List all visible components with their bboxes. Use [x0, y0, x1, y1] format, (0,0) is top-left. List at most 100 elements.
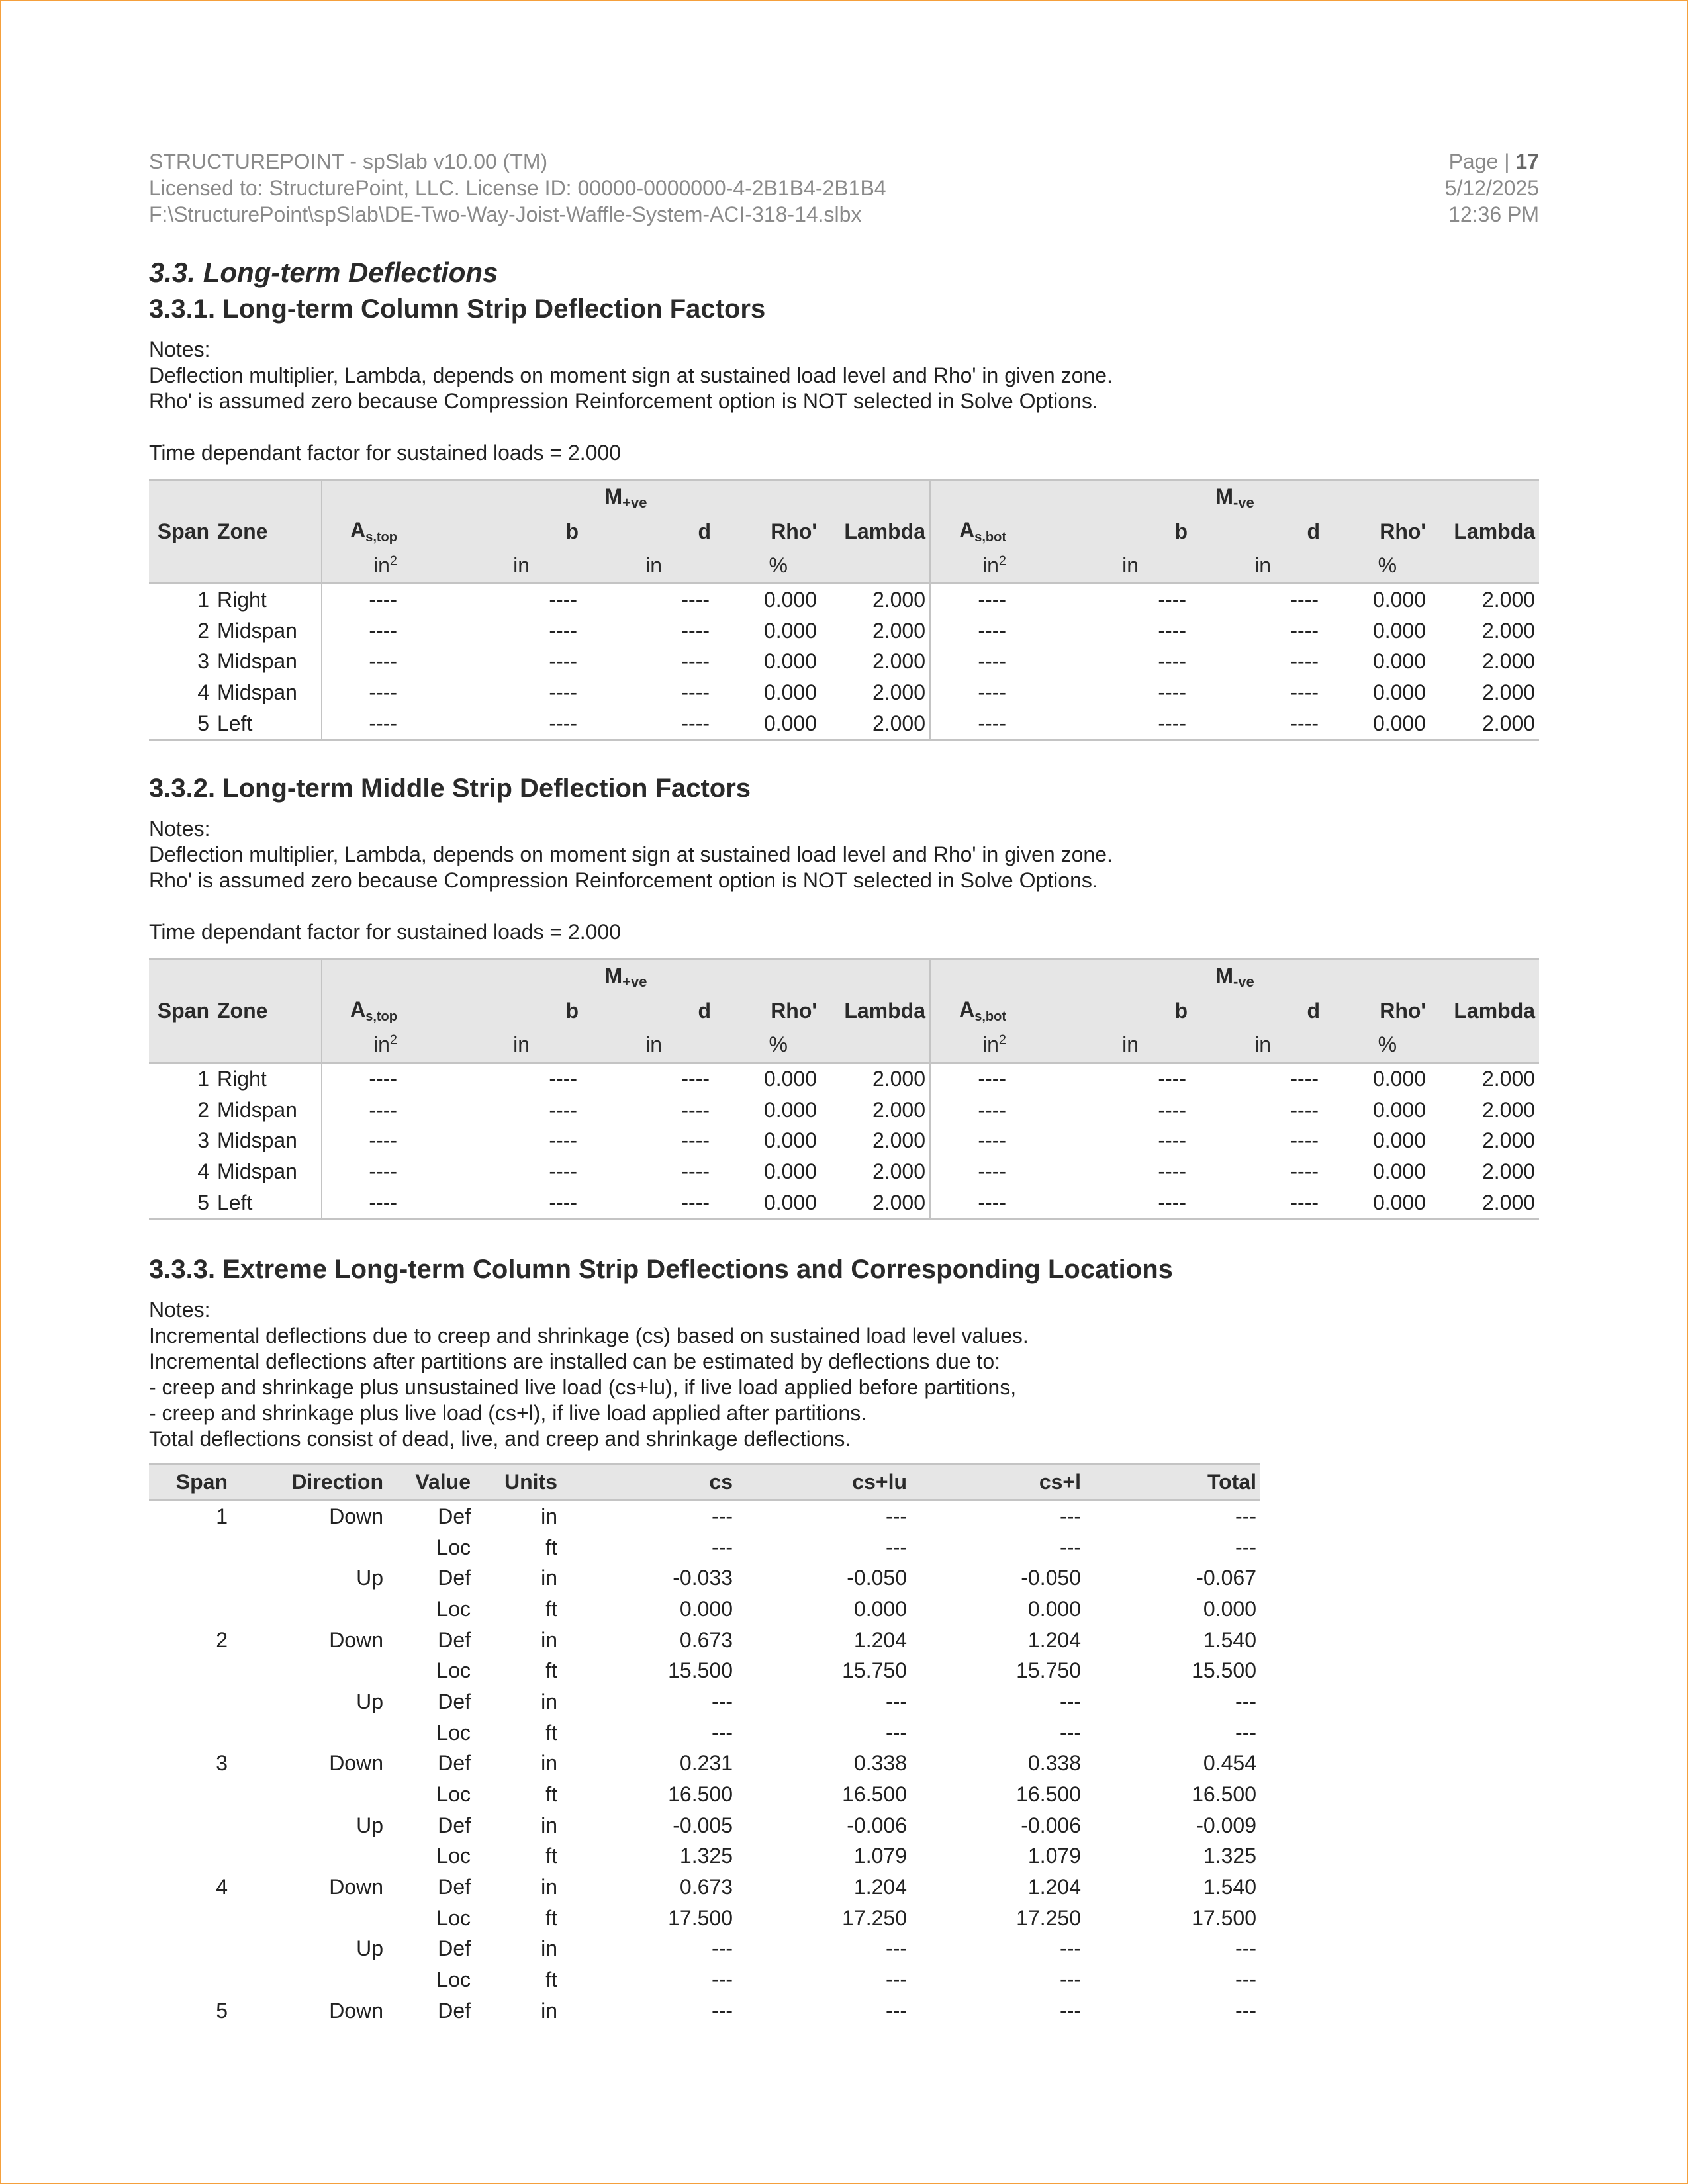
- a-label: A: [350, 997, 366, 1021]
- cell: ----: [1158, 618, 1187, 643]
- m-positive-header: M+ve: [320, 480, 931, 515]
- cell: [232, 1717, 387, 1749]
- table-row: 3 Midspan ---- ---- ---- 0.000 2.000 ---- ---- --…: [149, 646, 1539, 678]
- cell: 0.338: [853, 1751, 907, 1776]
- report-header-left: STRUCTUREPOINT - spSlab v10.00 (TM) Lice…: [149, 148, 886, 228]
- col-rho: Rho': [771, 999, 817, 1023]
- cell: ----: [1290, 618, 1319, 643]
- blank: [821, 1028, 930, 1063]
- col-b: b: [1174, 520, 1188, 543]
- table-row: Loc ft --- --- --- ---: [149, 1964, 1260, 1995]
- cell: [232, 1964, 387, 1995]
- cell: ----: [321, 615, 450, 647]
- table-row: Up Def in --- --- --- ---: [149, 1934, 1260, 1965]
- cell: in: [541, 1689, 557, 1713]
- col-header: cs: [709, 1470, 733, 1494]
- cell: ----: [1290, 1159, 1319, 1183]
- cell: 17.500: [668, 1905, 733, 1930]
- cell: ----: [929, 1125, 1060, 1157]
- cell: 0.673: [679, 1875, 733, 1899]
- cell: ---: [1060, 1998, 1081, 2023]
- spacer: [149, 414, 1113, 440]
- unit-percent: %: [1378, 553, 1397, 577]
- cell: ----: [681, 680, 710, 704]
- cell: -0.009: [1196, 1813, 1256, 1837]
- blank: [1430, 549, 1539, 584]
- cell: [232, 1655, 387, 1686]
- cell: 15.500: [1192, 1659, 1256, 1683]
- cell: -0.050: [1021, 1566, 1081, 1590]
- cell: ----: [681, 618, 710, 643]
- col-d: d: [698, 999, 711, 1023]
- cell: [149, 1841, 232, 1872]
- cell: 0.000: [763, 618, 817, 643]
- cell: Loc: [436, 1596, 471, 1621]
- cell: 0.000: [1372, 618, 1427, 643]
- col-rho: Rho': [1380, 999, 1427, 1023]
- cell: 2.000: [1481, 587, 1536, 612]
- cell: 1: [197, 587, 209, 612]
- table-row: Loc ft 17.500 17.250 17.250 17.500: [149, 1903, 1260, 1934]
- col-rho: Rho': [1380, 520, 1427, 543]
- cell: ----: [1158, 711, 1187, 735]
- notes: Notes: Deflection multiplier, Lambda, dep…: [149, 337, 1113, 466]
- cell: 2.000: [872, 1128, 926, 1153]
- cell: Def: [438, 1689, 471, 1713]
- col-header: Total: [1207, 1470, 1256, 1494]
- cell: ----: [549, 618, 577, 643]
- cell: ---: [886, 1504, 907, 1528]
- table-row: 5 Down Def in --- --- --- ---: [149, 1995, 1260, 2026]
- report-header-right: Page | 17 5/12/2025 12:36 PM: [1445, 148, 1539, 228]
- cell: [149, 1686, 232, 1717]
- a-sub: s,top: [365, 530, 397, 545]
- cell: ----: [929, 1062, 1060, 1095]
- blank: [1430, 1028, 1539, 1063]
- m-sub: -ve: [1233, 494, 1254, 511]
- cell: Left: [217, 711, 253, 735]
- table-row: 2 Midspan ---- ---- ---- 0.000 2.000 ---- ---- --…: [149, 1094, 1539, 1126]
- cell: Loc: [436, 1968, 471, 1992]
- extreme-deflection-table: Span Direction Value Units cs cs+lu cs+l Total …: [149, 1463, 1260, 2026]
- cell: Def: [438, 1875, 471, 1899]
- cell: ----: [321, 1187, 450, 1219]
- table-row: 5 Left ---- ---- ---- 0.000 2.000 ---- ---- ---- 0…: [149, 707, 1539, 740]
- cell: 0.000: [1372, 649, 1427, 674]
- table-row: Up Def in --- --- --- ---: [149, 1686, 1260, 1717]
- license-line: Licensed to: StructurePoint, LLC. Licens…: [149, 176, 886, 200]
- cell: -0.050: [847, 1566, 907, 1590]
- m-positive-header: M+ve: [320, 959, 931, 994]
- cell: 0.000: [763, 1190, 817, 1214]
- cell: ----: [681, 649, 710, 674]
- m-label: M: [1215, 964, 1233, 987]
- cell: ----: [681, 1097, 710, 1122]
- cell: ----: [681, 1159, 710, 1183]
- cell: ft: [545, 1659, 557, 1683]
- unit-percent: %: [769, 553, 788, 577]
- cell: Def: [438, 1751, 471, 1776]
- cell: in: [541, 1566, 557, 1590]
- cell: Left: [217, 1190, 253, 1214]
- cell: ----: [1158, 649, 1187, 674]
- cell: ----: [1290, 587, 1319, 612]
- cell: ----: [929, 1156, 1060, 1187]
- cell: ---: [1060, 1968, 1081, 1992]
- table-row: 4 Midspan ---- ---- ---- 0.000 2.000 ---- ---- --…: [149, 1156, 1539, 1187]
- col-rho: Rho': [771, 520, 817, 543]
- cell: 5: [216, 1998, 228, 2023]
- cell: [232, 1779, 387, 1810]
- a-sub: s,top: [365, 1009, 397, 1024]
- col-as-top: As,top: [321, 994, 450, 1028]
- unit-percent: %: [1378, 1032, 1397, 1056]
- cell: 15.500: [668, 1659, 733, 1683]
- cell: 4: [197, 1159, 209, 1183]
- cell: Up: [356, 1689, 383, 1713]
- cell: 0.000: [1372, 587, 1427, 612]
- unit-in2: in2: [929, 1028, 1060, 1063]
- cell: ---: [712, 1720, 733, 1745]
- cell: in: [541, 1875, 557, 1899]
- cell: ---: [1235, 1998, 1256, 2023]
- cell: Down: [329, 1504, 383, 1528]
- cell: ---: [712, 1535, 733, 1559]
- cell: [149, 1717, 232, 1749]
- cell: 0.000: [1203, 1596, 1256, 1621]
